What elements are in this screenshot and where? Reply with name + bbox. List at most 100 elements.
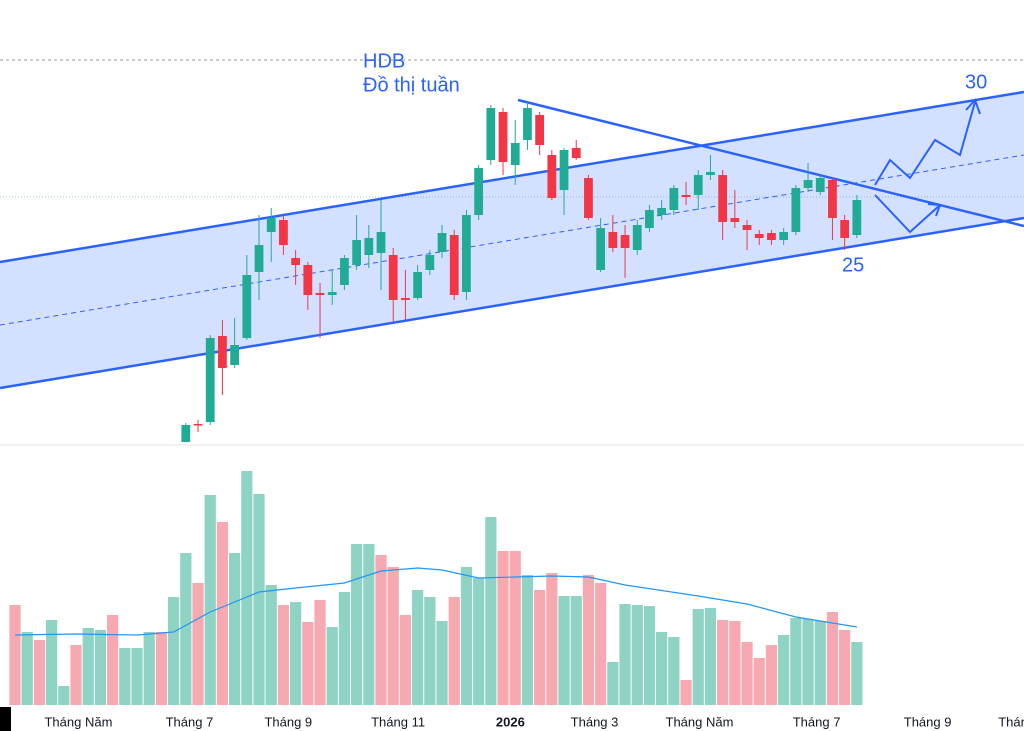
volume-bar <box>814 621 826 705</box>
candle-body <box>571 148 581 158</box>
volume-bar <box>497 551 509 705</box>
candle-body <box>462 215 471 292</box>
candle-body <box>425 255 435 270</box>
candle-body <box>388 255 398 300</box>
volume-bar <box>692 609 704 705</box>
projection-arrow <box>874 194 941 234</box>
volume-bar <box>717 620 729 705</box>
volume-bar <box>21 632 33 705</box>
chart-subtitle: Đồ thị tuần <box>363 74 460 96</box>
volume-bar <box>314 600 326 705</box>
volume-bar <box>729 621 741 705</box>
volume-bar <box>826 612 839 705</box>
volume-bar <box>790 618 802 705</box>
volume-bar <box>448 597 460 705</box>
candle-body <box>437 233 447 252</box>
volume-bar <box>570 596 582 705</box>
candle-body <box>523 108 532 140</box>
candle-body <box>401 298 410 300</box>
annotation: 25 <box>842 254 864 276</box>
candle-body <box>352 240 362 265</box>
volume-bar <box>631 605 643 705</box>
volume-bar <box>168 597 180 705</box>
candle-body <box>266 218 276 232</box>
volume-bar <box>351 544 363 705</box>
candle-body <box>291 258 301 265</box>
chart-title: HDB <box>363 50 405 72</box>
volume-bar <box>241 471 253 705</box>
candle-body <box>315 293 325 295</box>
candle-body <box>645 210 654 228</box>
volume-bar <box>204 495 216 705</box>
candle-body <box>584 178 593 218</box>
volume-bar <box>131 648 143 705</box>
volume-bar <box>106 615 119 705</box>
candle-body <box>730 218 740 222</box>
channel-top <box>0 90 1024 264</box>
candle-body <box>559 150 569 190</box>
volume-bar <box>58 686 70 705</box>
volume-bar <box>595 583 607 705</box>
candle-body <box>254 245 264 272</box>
volume-bar <box>558 596 570 705</box>
volume-bar <box>338 592 351 705</box>
volume-bar <box>412 590 424 705</box>
candle-body <box>376 232 386 253</box>
candle-body <box>669 188 679 210</box>
candle-body <box>791 188 801 232</box>
candle-body <box>852 200 862 235</box>
candle-body <box>449 235 459 295</box>
volume-bar <box>521 575 534 705</box>
volume-bar <box>70 645 82 705</box>
candle-body <box>608 232 618 248</box>
candle-body <box>754 234 764 238</box>
candle-body <box>828 180 837 218</box>
candle-body <box>205 338 215 422</box>
volume-bar <box>253 494 265 705</box>
annotation: 30 <box>965 71 987 93</box>
volume-bar <box>180 553 192 705</box>
volume-bar <box>656 632 668 705</box>
projection-arrow <box>874 101 976 186</box>
volume-bar <box>802 619 814 705</box>
volume-bar <box>143 632 155 705</box>
candle-body <box>803 180 813 188</box>
candle-body <box>767 233 776 240</box>
volume-bar <box>582 575 595 705</box>
volume-bar <box>277 605 290 705</box>
volume-bar <box>753 658 765 705</box>
arrow-head <box>927 203 942 217</box>
candle-body <box>413 272 423 298</box>
volume-bar <box>473 578 485 705</box>
candle-body <box>706 172 715 175</box>
volume-bar <box>216 522 229 705</box>
candle-body <box>279 220 288 245</box>
arrow-head <box>965 98 981 115</box>
volume-bar <box>741 642 753 705</box>
candle-body <box>718 175 728 222</box>
volume-bar <box>668 637 680 705</box>
volume-bar <box>82 628 94 705</box>
candle-body <box>327 292 337 295</box>
volume-bar <box>534 590 546 705</box>
volume-bar <box>94 630 107 705</box>
volume-bar <box>778 635 790 705</box>
x-tick-label: Tháng Năm <box>666 714 734 729</box>
volume-bar <box>436 621 448 705</box>
volume-bar <box>424 597 436 705</box>
volume-bar <box>485 517 497 705</box>
volume-bar <box>363 544 375 705</box>
volume-bar <box>839 630 851 705</box>
volume-bar <box>607 662 619 705</box>
volume-bar <box>265 585 277 705</box>
x-tick-label: Tháng 11 <box>371 714 425 729</box>
candle-body <box>340 258 349 285</box>
candle-body <box>486 108 496 160</box>
x-tick-label: Tháng 7 <box>166 714 214 729</box>
volume-bar <box>9 605 21 705</box>
x-tick-label: Tháng 9 <box>904 714 952 729</box>
candle-body <box>193 424 203 426</box>
candle-body <box>498 112 508 162</box>
logo <box>0 707 11 731</box>
